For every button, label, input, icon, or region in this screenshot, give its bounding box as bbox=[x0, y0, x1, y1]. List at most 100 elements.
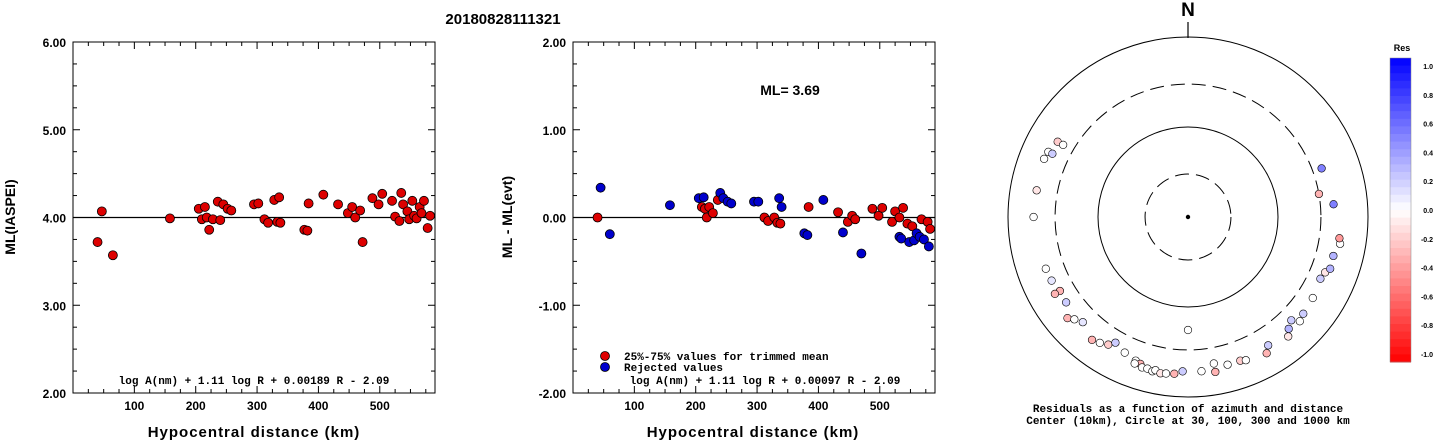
colorbar-segment bbox=[1390, 126, 1411, 135]
y-tick-label: 2.00 bbox=[43, 387, 67, 401]
colorbar-tick-label: 0.2 bbox=[1423, 179, 1433, 186]
station-marker bbox=[1295, 317, 1304, 326]
colorbar-segment bbox=[1390, 293, 1411, 302]
rejected-point bbox=[919, 234, 929, 245]
trimmed-point bbox=[873, 210, 884, 221]
station-marker bbox=[1314, 189, 1324, 199]
trimmed-point bbox=[775, 218, 786, 229]
station-marker bbox=[1059, 140, 1068, 150]
station-marker bbox=[1078, 318, 1087, 327]
colorbar-segment bbox=[1390, 263, 1411, 272]
data-point bbox=[275, 217, 286, 228]
colorbar-segment bbox=[1390, 179, 1411, 188]
colorbar-segment bbox=[1390, 172, 1411, 181]
station-marker bbox=[1209, 359, 1218, 368]
data-point bbox=[253, 198, 264, 209]
x-tick-label: 300 bbox=[747, 399, 767, 413]
data-point bbox=[165, 213, 175, 224]
station-marker bbox=[1087, 335, 1097, 344]
station-marker bbox=[1329, 200, 1338, 209]
colorbar-segment bbox=[1390, 232, 1411, 241]
station-marker bbox=[1032, 186, 1041, 195]
station-marker bbox=[1070, 315, 1079, 324]
colorbar-segment bbox=[1390, 202, 1411, 211]
station-marker bbox=[1095, 338, 1104, 347]
colorbar-segment bbox=[1390, 240, 1411, 249]
station-marker bbox=[1178, 367, 1187, 376]
colorbar-segment bbox=[1390, 58, 1411, 67]
distance-circle bbox=[1097, 126, 1279, 308]
colorbar-segment bbox=[1390, 194, 1411, 203]
data-point bbox=[263, 217, 274, 228]
data-point bbox=[425, 210, 435, 221]
station-marker bbox=[1262, 349, 1271, 358]
station-marker bbox=[1326, 264, 1335, 273]
x-tick-label: 400 bbox=[308, 399, 328, 413]
y-tick-label: 2.00 bbox=[543, 36, 567, 50]
data-point bbox=[398, 199, 408, 210]
colorbar-segment bbox=[1390, 354, 1411, 363]
colorbar-segment bbox=[1390, 164, 1411, 173]
y-tick-label: 6.00 bbox=[43, 36, 67, 50]
y-tick-label: 0.00 bbox=[543, 212, 567, 226]
colorbar-tick-label: -0.2 bbox=[1421, 237, 1433, 244]
data-point bbox=[377, 188, 388, 199]
data-point bbox=[333, 199, 343, 210]
mid-formula: log A(nm) + 1.11 log R + 0.00097 R - 2.0… bbox=[630, 376, 901, 388]
colorbar-segment bbox=[1390, 248, 1411, 257]
data-point bbox=[350, 212, 361, 223]
rejected-point bbox=[604, 229, 615, 240]
station-marker bbox=[1120, 348, 1129, 357]
trimmed-point bbox=[803, 202, 814, 212]
rejected-point bbox=[802, 230, 813, 240]
mid-x-axis-label: Hypocentral distance (km) bbox=[647, 424, 860, 441]
rejected-point bbox=[753, 196, 764, 207]
colorbar-tick-label: 1.0 bbox=[1423, 64, 1433, 71]
colorbar-segment bbox=[1390, 217, 1411, 226]
data-point bbox=[347, 202, 358, 212]
colorbar-tick-label: -0.6 bbox=[1421, 294, 1433, 301]
station-marker bbox=[1111, 338, 1120, 347]
station-marker bbox=[1062, 298, 1071, 307]
station-marker bbox=[1161, 369, 1171, 378]
colorbar-segment bbox=[1390, 286, 1411, 295]
rejected-point bbox=[856, 248, 867, 259]
data-point bbox=[318, 189, 329, 200]
colorbar-tick-label: 0.4 bbox=[1423, 150, 1433, 157]
colorbar-segment bbox=[1390, 255, 1411, 264]
colorbar-segment bbox=[1390, 278, 1411, 287]
ml-iaspei-plot: ML(IASPEI) Hypocentral distance (km) log… bbox=[2, 36, 436, 441]
rejected-point bbox=[818, 195, 829, 205]
ml-value-label: ML= 3.69 bbox=[760, 82, 820, 98]
y-tick-label: -2.00 bbox=[539, 387, 567, 401]
station-marker bbox=[1241, 356, 1250, 365]
trimmed-point bbox=[867, 203, 878, 214]
y-tick-label: 5.00 bbox=[43, 124, 67, 138]
colorbar-segment bbox=[1390, 111, 1411, 120]
figure-title: 20180828111321 bbox=[445, 11, 560, 28]
north-label: N bbox=[1181, 0, 1195, 21]
distance-circle bbox=[1144, 173, 1232, 261]
center-point bbox=[1185, 214, 1191, 220]
rejected-point bbox=[665, 200, 675, 211]
colorbar-segment bbox=[1390, 316, 1411, 325]
trimmed-point bbox=[898, 202, 908, 213]
station-marker bbox=[1047, 276, 1056, 285]
data-point bbox=[407, 195, 418, 206]
x-tick-label: 100 bbox=[124, 399, 144, 413]
x-tick-label: 500 bbox=[370, 399, 390, 413]
left-x-axis-label: Hypocentral distance (km) bbox=[148, 424, 361, 441]
station-marker bbox=[1308, 293, 1317, 303]
legend-rejected-label: Rejected values bbox=[624, 363, 723, 375]
data-point bbox=[419, 195, 429, 206]
colorbar-tick-label: -0.8 bbox=[1421, 323, 1433, 330]
rejected-point bbox=[774, 193, 785, 204]
colorbar-tick-label: 0.6 bbox=[1423, 122, 1433, 129]
colorbar-tick-label: -1.0 bbox=[1421, 352, 1433, 359]
trimmed-point bbox=[850, 214, 861, 225]
station-marker bbox=[1317, 164, 1326, 173]
y-tick-label: 3.00 bbox=[43, 299, 67, 313]
colorbar-tick-label: 0.8 bbox=[1423, 93, 1433, 100]
rejected-point bbox=[896, 233, 907, 244]
